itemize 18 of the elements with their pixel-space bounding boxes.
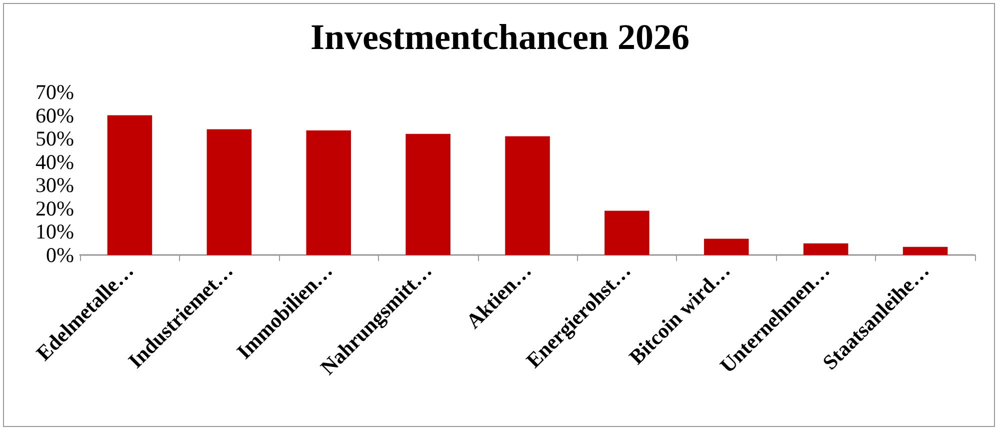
y-tick-label: 0% — [46, 243, 74, 267]
bar — [306, 130, 351, 255]
bar — [206, 129, 252, 255]
bar — [604, 210, 650, 255]
chart-title: Investmentchancen 2026 — [310, 17, 690, 57]
y-tick-label: 70% — [36, 80, 74, 104]
bar — [902, 246, 948, 255]
bar — [107, 115, 152, 255]
bar — [704, 238, 749, 255]
y-tick-label: 20% — [36, 196, 74, 220]
y-tick-label: 50% — [36, 126, 74, 151]
y-tick-label: 40% — [36, 150, 74, 174]
y-tick-label: 30% — [36, 173, 74, 198]
bar — [505, 136, 550, 255]
y-tick-label: 60% — [36, 103, 74, 128]
bar — [803, 243, 848, 255]
bar — [406, 134, 450, 255]
y-tick-label: 10% — [36, 220, 74, 244]
